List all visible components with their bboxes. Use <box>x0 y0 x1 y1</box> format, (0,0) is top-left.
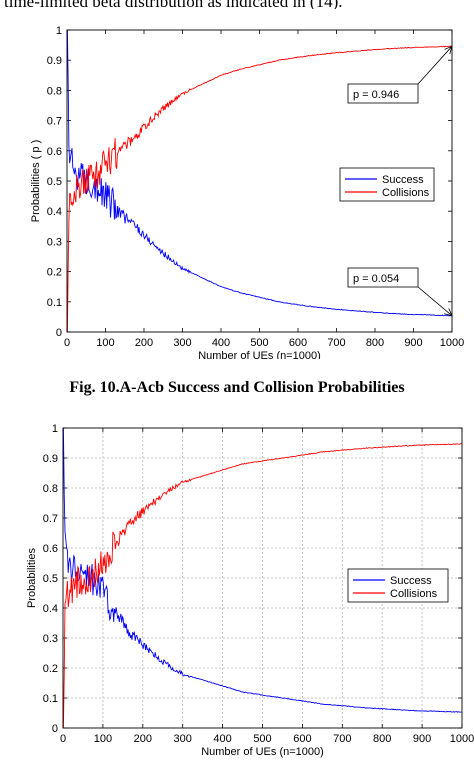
y-tick-label: 0 <box>56 327 62 339</box>
chart-acb-probabilities: 0 100 200 300 400 500 600 700 800 900 1000 0 0.1 0.2 0… <box>30 25 464 359</box>
annotation: p = 0.946 <box>347 45 453 104</box>
y-tick-label: 0.5 <box>43 573 58 585</box>
y-tick-label: 0.3 <box>47 236 62 248</box>
legend-label-collisions: Collisions <box>382 187 430 199</box>
y-tick-label: 1 <box>56 25 62 37</box>
x-axis-label: Number of UEs (n=1000) <box>198 350 321 359</box>
body-text-fragment: time-limited beta distribution as indica… <box>0 0 474 9</box>
x-tick-label: 400 <box>213 733 231 745</box>
y-tick-label: 0.8 <box>43 483 58 495</box>
y-tick-label: 0.4 <box>47 206 62 218</box>
x-tick-label: 1000 <box>450 733 474 745</box>
x-tick-label: 200 <box>134 733 152 745</box>
y-tick-label: 0.9 <box>47 55 62 67</box>
annotation-label: p = 0.054 <box>353 273 399 285</box>
x-tick-label: 0 <box>60 733 66 745</box>
x-tick-label: 900 <box>413 733 431 745</box>
legend-label-success: Success <box>390 575 432 587</box>
annotation: p = 0.054 <box>347 267 453 317</box>
legend-label-success: Success <box>382 174 424 186</box>
plot-frame <box>62 427 463 729</box>
annotation-arrow <box>417 286 453 316</box>
x-tick-label: 400 <box>212 337 230 349</box>
x-axis-label: Number of UEs (n=1000) <box>201 746 324 758</box>
annotation-label: p = 0.946 <box>353 89 399 101</box>
annotation-arrowhead <box>444 45 453 55</box>
series-line-collisions <box>62 443 462 729</box>
x-tick-label: 800 <box>366 337 384 349</box>
y-axis-label: Probabilities ( p ) <box>30 140 42 223</box>
x-tick-label: 900 <box>404 337 422 349</box>
legend-box <box>347 568 449 603</box>
x-tick-label: 700 <box>333 733 351 745</box>
y-tick-label: 0.8 <box>47 85 62 97</box>
y-tick-label: 1 <box>52 423 58 435</box>
legend-label-collisions: Collisions <box>390 588 438 600</box>
y-tick-label: 0.2 <box>43 663 58 675</box>
y-tick-label: 0.7 <box>43 513 58 525</box>
y-tick-label: 0.4 <box>43 603 58 615</box>
y-tick-label: 0 <box>52 723 58 735</box>
series-line-collisions <box>66 45 452 333</box>
x-tick-label: 300 <box>174 733 192 745</box>
x-tick-label: 700 <box>327 337 345 349</box>
plot-frame <box>66 29 453 333</box>
x-tick-label: 500 <box>250 337 268 349</box>
y-tick-label: 0.6 <box>43 543 58 555</box>
x-tick-label: 600 <box>293 733 311 745</box>
y-tick-label: 0.1 <box>47 297 62 309</box>
chart-probabilities: 0 100 200 300 400 500 600 700 800 900 1000 0 0.1 0.2 0… <box>26 423 474 758</box>
x-tick-label: 300 <box>173 337 191 349</box>
annotation-arrow <box>417 46 453 85</box>
x-tick-label: 200 <box>135 337 153 349</box>
x-tick-label: 1000 <box>440 337 464 349</box>
annotation-box <box>347 267 419 288</box>
legend-box <box>339 167 435 202</box>
x-tick-label: 100 <box>94 733 112 745</box>
series-line-success <box>66 29 452 317</box>
annotation-box <box>347 83 419 104</box>
y-tick-label: 0.3 <box>43 633 58 645</box>
figure-caption: Fig. 10.A-Acb Success and Collision Prob… <box>69 379 405 396</box>
x-tick-label: 600 <box>289 337 307 349</box>
x-tick-label: 500 <box>253 733 271 745</box>
annotation-arrowhead <box>444 308 453 317</box>
y-tick-label: 0.9 <box>43 453 58 465</box>
x-tick-label: 800 <box>373 733 391 745</box>
y-tick-label: 0.6 <box>47 146 62 158</box>
y-tick-label: 0.7 <box>47 116 62 128</box>
y-tick-label: 0.2 <box>47 267 62 279</box>
y-tick-label: 0.1 <box>43 693 58 705</box>
y-axis-label: Probabilities <box>26 548 38 608</box>
series-line-success <box>62 427 462 713</box>
x-tick-label: 100 <box>96 337 114 349</box>
y-tick-label: 0.5 <box>47 176 62 188</box>
x-tick-label: 0 <box>64 337 70 349</box>
